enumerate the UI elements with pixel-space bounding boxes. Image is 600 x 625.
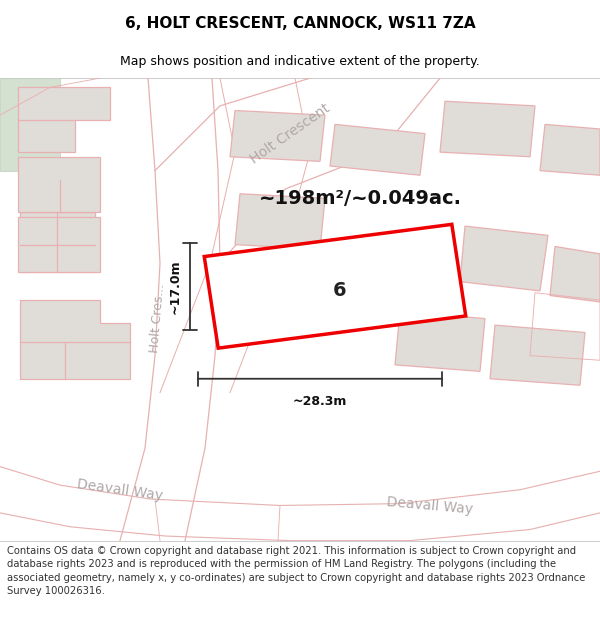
Text: Contains OS data © Crown copyright and database right 2021. This information is : Contains OS data © Crown copyright and d… <box>7 546 586 596</box>
Text: 6: 6 <box>333 281 347 301</box>
Polygon shape <box>18 217 100 272</box>
Polygon shape <box>440 101 535 157</box>
Text: Map shows position and indicative extent of the property.: Map shows position and indicative extent… <box>120 54 480 68</box>
Text: Holt Cres...: Holt Cres... <box>149 284 167 354</box>
Text: Deavall Way: Deavall Way <box>386 495 474 516</box>
Polygon shape <box>395 311 485 371</box>
Polygon shape <box>550 246 600 302</box>
Polygon shape <box>20 213 95 272</box>
Polygon shape <box>235 259 315 323</box>
Text: Deavall Way: Deavall Way <box>76 477 164 502</box>
Text: 6, HOLT CRESCENT, CANNOCK, WS11 7ZA: 6, HOLT CRESCENT, CANNOCK, WS11 7ZA <box>125 16 475 31</box>
Text: ~17.0m: ~17.0m <box>169 259 182 314</box>
Polygon shape <box>230 111 325 161</box>
Polygon shape <box>0 78 60 171</box>
Polygon shape <box>18 157 100 212</box>
Polygon shape <box>235 194 325 249</box>
Polygon shape <box>18 88 110 152</box>
Polygon shape <box>540 124 600 175</box>
Polygon shape <box>20 161 95 212</box>
Text: Holt Crescent: Holt Crescent <box>248 101 332 166</box>
Polygon shape <box>20 300 130 379</box>
Text: ~198m²/~0.049ac.: ~198m²/~0.049ac. <box>259 189 461 208</box>
Text: ~28.3m: ~28.3m <box>293 396 347 408</box>
Polygon shape <box>490 325 585 385</box>
Polygon shape <box>330 124 425 175</box>
Polygon shape <box>204 224 466 348</box>
Polygon shape <box>460 226 548 291</box>
